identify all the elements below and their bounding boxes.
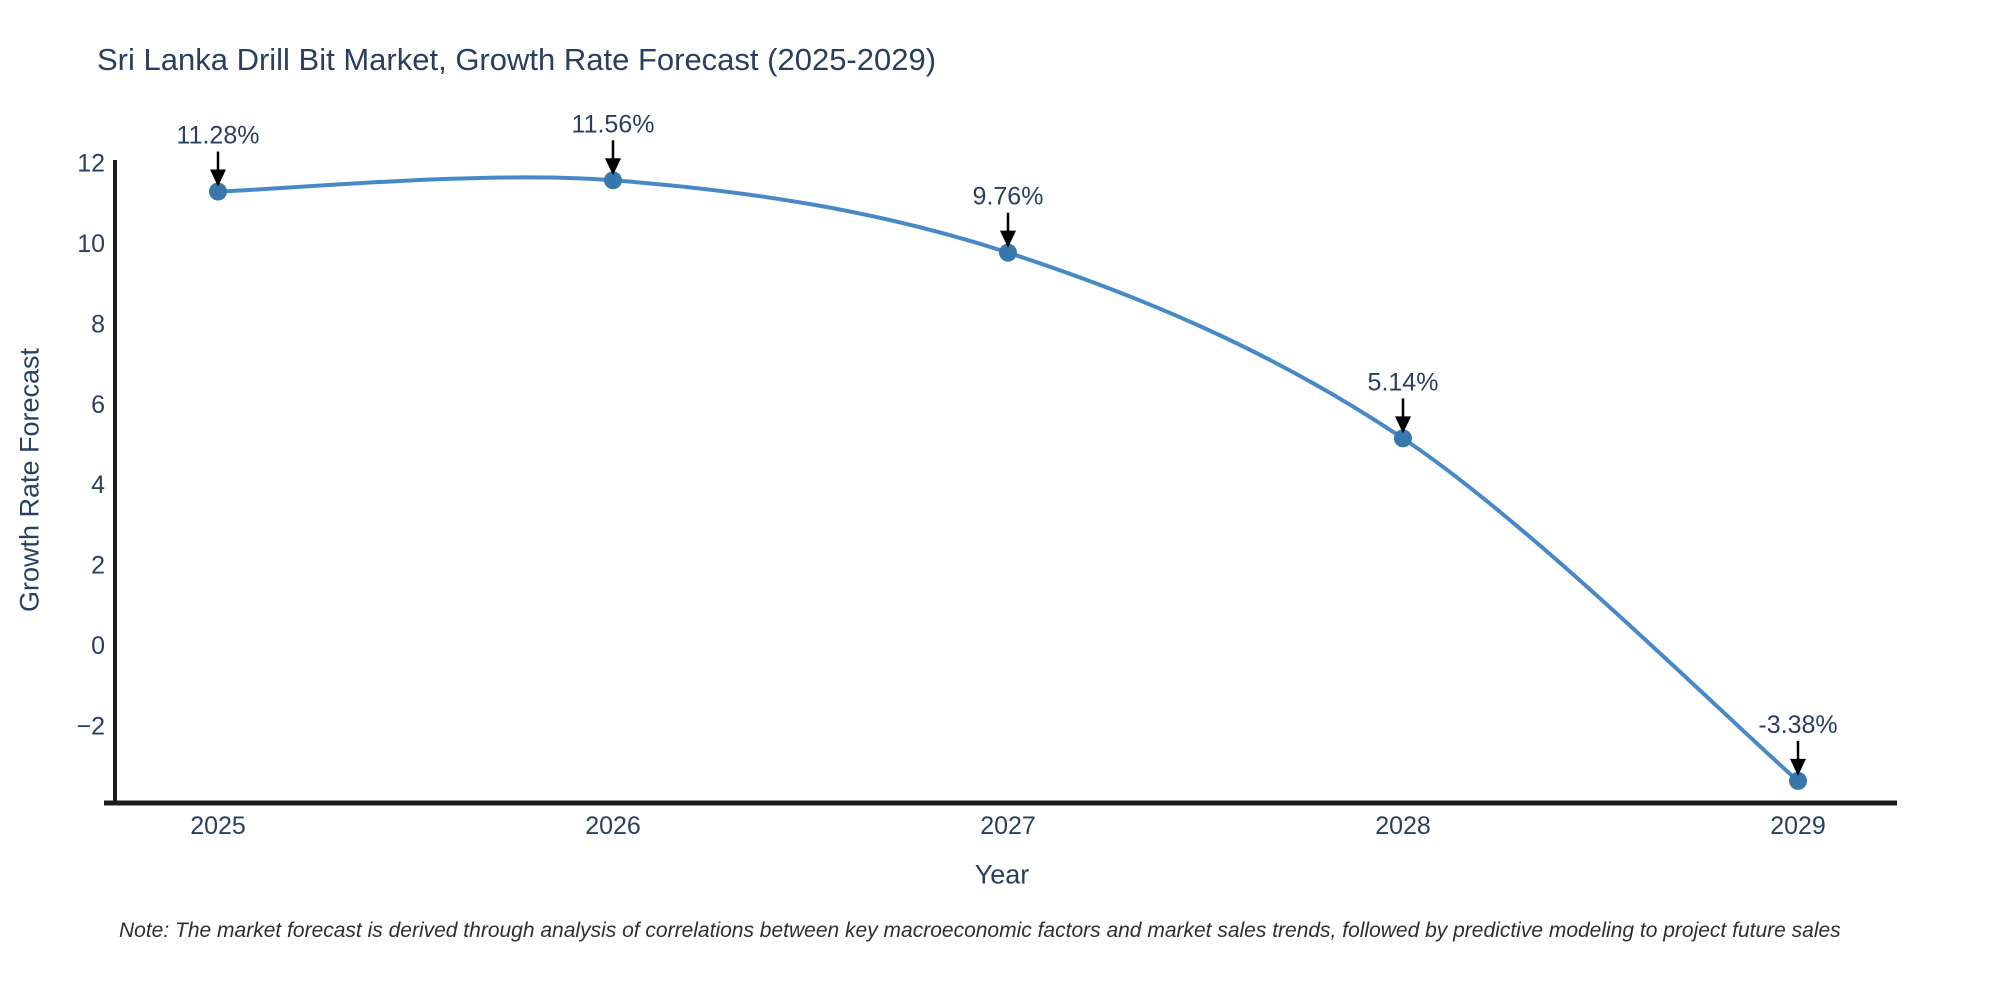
annotation-2025: 11.28% <box>177 122 260 187</box>
annotation-label: 9.76% <box>973 183 1044 211</box>
chart-title: Sri Lanka Drill Bit Market, Growth Rate … <box>97 42 937 77</box>
annotation-label: 11.28% <box>177 122 260 150</box>
y-tick-label-12: 12 <box>77 150 105 178</box>
x-tick-label-2025: 2025 <box>190 812 246 840</box>
annotation-arrowhead-icon <box>210 169 226 187</box>
data-point-2026[interactable] <box>604 171 622 190</box>
data-point-2025[interactable] <box>209 182 227 201</box>
y-tick-label-4: 4 <box>91 471 105 499</box>
annotation-arrowhead-icon <box>1000 230 1016 248</box>
annotation-2026: 11.56% <box>572 110 655 176</box>
annotation-2027: 9.76% <box>973 183 1044 248</box>
annotation-label: 11.56% <box>572 110 655 138</box>
y-axis-title: Growth Rate Forecast <box>14 347 45 613</box>
annotation-label: -3.38% <box>1758 711 1837 739</box>
y-tick-label-0: 0 <box>91 632 105 660</box>
x-tick-label-2026: 2026 <box>585 812 641 840</box>
annotation-2028: 5.14% <box>1368 368 1439 434</box>
x-tick-label-2029: 2029 <box>1770 812 1826 840</box>
y-tick-label-6: 6 <box>91 391 105 419</box>
data-point-2028[interactable] <box>1394 429 1412 448</box>
y-tick-label-10: 10 <box>77 230 105 258</box>
annotation-label: 5.14% <box>1368 368 1439 396</box>
trend-line <box>216 175 1800 783</box>
annotation-arrowhead-icon <box>605 158 621 176</box>
annotation-arrowhead-icon <box>1395 416 1411 434</box>
x-tick-label-2027: 2027 <box>980 812 1036 840</box>
data-point-2029[interactable] <box>1789 771 1807 790</box>
y-tick-label-8: 8 <box>91 310 105 338</box>
y-tick-label-2: 2 <box>91 552 105 580</box>
footnote: Note: The market forecast is derived thr… <box>119 919 1841 942</box>
data-point-2027[interactable] <box>999 243 1017 262</box>
y-tick-label--2: −2 <box>76 712 105 740</box>
x-tick-label-2028: 2028 <box>1375 812 1431 840</box>
x-axis-title: Year <box>974 859 1030 890</box>
annotation-2029: -3.38% <box>1758 711 1838 776</box>
annotation-arrowhead-icon <box>1790 758 1806 776</box>
